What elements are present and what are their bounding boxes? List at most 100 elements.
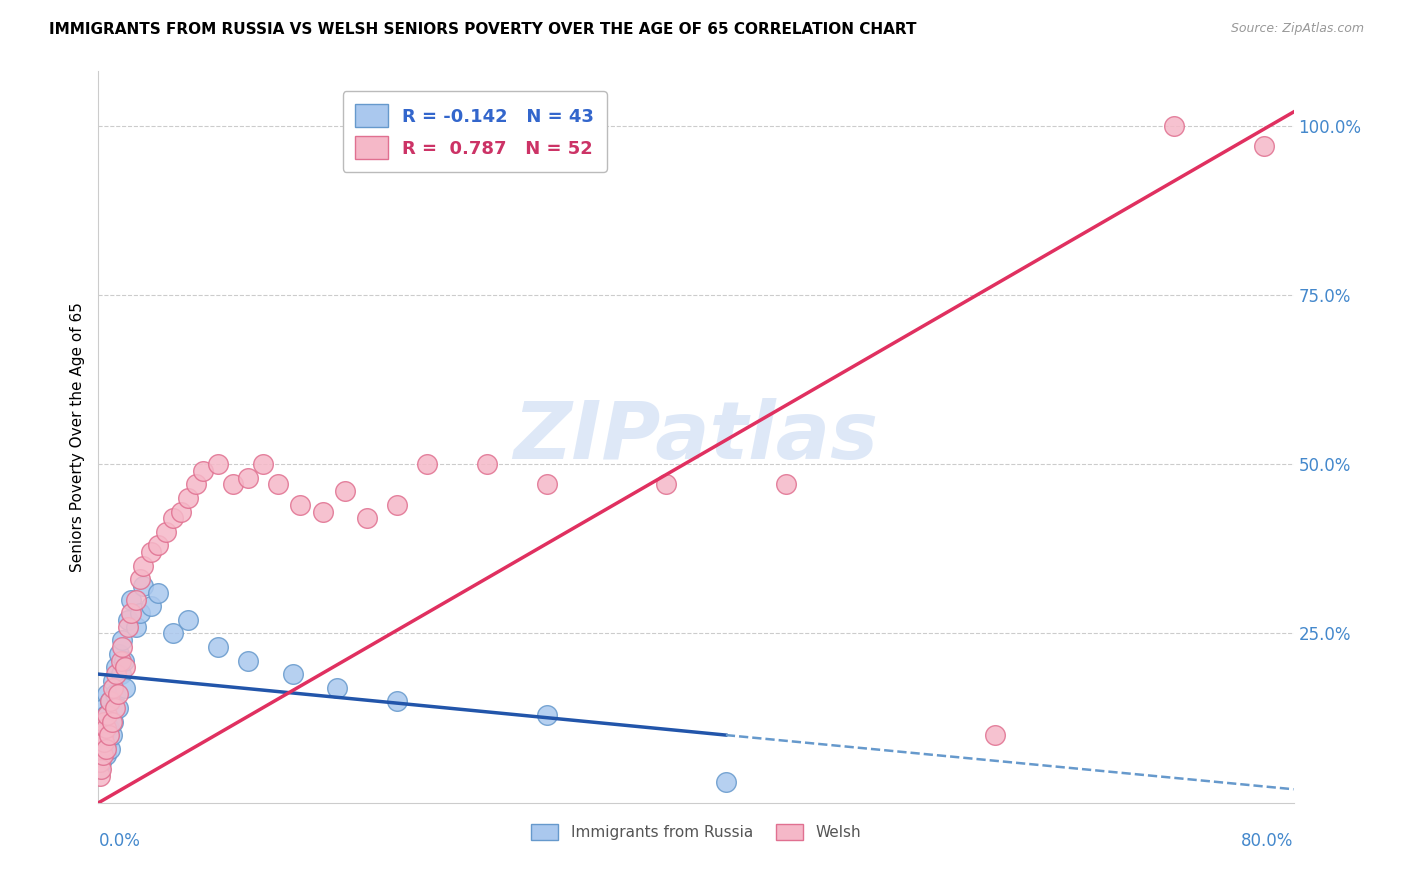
Point — [110, 667, 132, 681]
Point — [129, 572, 152, 586]
Point — [177, 491, 200, 505]
Point — [288, 498, 311, 512]
Point — [98, 694, 122, 708]
Point — [148, 538, 170, 552]
Point — [125, 620, 148, 634]
Point — [139, 599, 162, 614]
Point — [103, 714, 125, 729]
Point — [207, 640, 229, 654]
Text: IMMIGRANTS FROM RUSSIA VS WELSH SENIORS POVERTY OVER THE AGE OF 65 CORRELATION C: IMMIGRANTS FROM RUSSIA VS WELSH SENIORS … — [49, 22, 917, 37]
Point — [111, 633, 134, 648]
Point — [125, 592, 148, 607]
Point — [107, 688, 129, 702]
Point — [114, 660, 136, 674]
Point — [96, 707, 118, 722]
Point — [104, 688, 127, 702]
Point — [114, 681, 136, 695]
Point — [117, 620, 139, 634]
Point — [714, 775, 737, 789]
Point — [93, 714, 115, 729]
Point — [93, 728, 115, 742]
Legend: Immigrants from Russia, Welsh: Immigrants from Russia, Welsh — [524, 817, 868, 847]
Point — [96, 688, 118, 702]
Point — [105, 667, 128, 681]
Point — [91, 741, 114, 756]
Text: 80.0%: 80.0% — [1241, 832, 1294, 850]
Point — [236, 654, 259, 668]
Point — [90, 755, 112, 769]
Point — [101, 728, 124, 742]
Point — [132, 579, 155, 593]
Point — [89, 769, 111, 783]
Point — [90, 741, 112, 756]
Point — [356, 511, 378, 525]
Point — [326, 681, 349, 695]
Point — [94, 707, 117, 722]
Point — [93, 735, 115, 749]
Point — [90, 735, 112, 749]
Point — [97, 728, 120, 742]
Point — [96, 735, 118, 749]
Point — [139, 545, 162, 559]
Point — [1163, 119, 1185, 133]
Point — [112, 654, 135, 668]
Point — [120, 592, 142, 607]
Point — [89, 762, 111, 776]
Point — [132, 558, 155, 573]
Point — [90, 762, 112, 776]
Point — [129, 606, 152, 620]
Point — [103, 673, 125, 688]
Text: Source: ZipAtlas.com: Source: ZipAtlas.com — [1230, 22, 1364, 36]
Point — [155, 524, 177, 539]
Point — [222, 477, 245, 491]
Point — [93, 701, 115, 715]
Point — [94, 741, 117, 756]
Point — [475, 457, 498, 471]
Point — [89, 748, 111, 763]
Point — [91, 714, 114, 729]
Text: ZIPatlas: ZIPatlas — [513, 398, 879, 476]
Point — [385, 694, 409, 708]
Point — [91, 748, 114, 763]
Point — [311, 505, 333, 519]
Text: 0.0%: 0.0% — [98, 832, 141, 850]
Point — [775, 477, 797, 491]
Point — [984, 728, 1007, 742]
Point — [267, 477, 290, 491]
Point — [236, 471, 259, 485]
Point — [385, 498, 409, 512]
Point — [103, 681, 125, 695]
Point — [655, 477, 678, 491]
Point — [191, 464, 214, 478]
Point — [107, 701, 129, 715]
Y-axis label: Seniors Poverty Over the Age of 65: Seniors Poverty Over the Age of 65 — [69, 302, 84, 572]
Point — [333, 484, 356, 499]
Point — [117, 613, 139, 627]
Point — [536, 707, 558, 722]
Point — [89, 755, 111, 769]
Point — [94, 748, 117, 763]
Point — [97, 721, 120, 735]
Point — [91, 728, 114, 742]
Point — [104, 701, 127, 715]
Point — [90, 721, 112, 735]
Point — [120, 606, 142, 620]
Point — [169, 505, 191, 519]
Point — [416, 457, 439, 471]
Point — [108, 647, 131, 661]
Point — [536, 477, 558, 491]
Point — [177, 613, 200, 627]
Point — [94, 721, 117, 735]
Point — [207, 457, 229, 471]
Point — [252, 457, 274, 471]
Point — [184, 477, 207, 491]
Point — [98, 741, 122, 756]
Point — [111, 640, 134, 654]
Point — [162, 626, 184, 640]
Point — [98, 694, 122, 708]
Point — [148, 586, 170, 600]
Point — [281, 667, 304, 681]
Point — [101, 714, 124, 729]
Point — [110, 654, 132, 668]
Point — [162, 511, 184, 525]
